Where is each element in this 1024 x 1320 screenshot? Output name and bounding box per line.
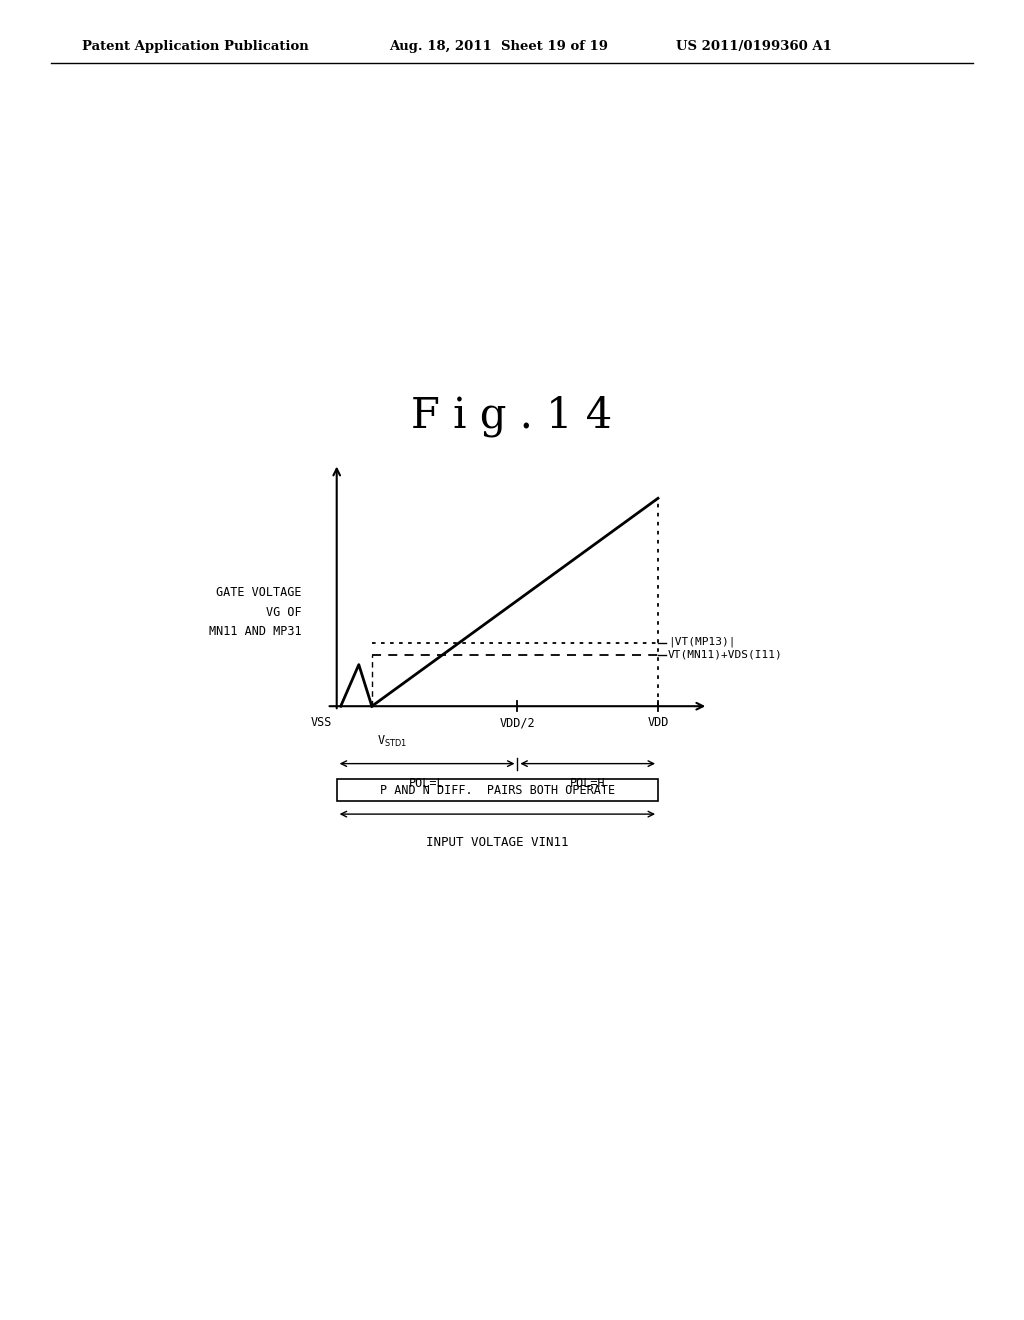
Text: VG OF: VG OF bbox=[266, 606, 302, 619]
Text: |VT(MP13)|: |VT(MP13)| bbox=[668, 636, 735, 647]
Text: P AND N DIFF.  PAIRS BOTH OPERATE: P AND N DIFF. PAIRS BOTH OPERATE bbox=[380, 784, 614, 797]
Text: GATE VOLTAGE: GATE VOLTAGE bbox=[216, 586, 302, 599]
Text: INPUT VOLTAGE VIN11: INPUT VOLTAGE VIN11 bbox=[426, 837, 568, 849]
Text: POL=L: POL=L bbox=[410, 777, 444, 791]
Text: MN11 AND MP31: MN11 AND MP31 bbox=[209, 626, 302, 639]
Text: VSS: VSS bbox=[310, 715, 332, 729]
Text: V$_{\rm STD1}$: V$_{\rm STD1}$ bbox=[377, 734, 408, 748]
Bar bbox=[337, 779, 658, 801]
Text: Aug. 18, 2011  Sheet 19 of 19: Aug. 18, 2011 Sheet 19 of 19 bbox=[389, 40, 608, 53]
Text: F i g . 1 4: F i g . 1 4 bbox=[412, 395, 612, 437]
Text: US 2011/0199360 A1: US 2011/0199360 A1 bbox=[676, 40, 831, 53]
Text: Patent Application Publication: Patent Application Publication bbox=[82, 40, 308, 53]
Text: VT(MN11)+VDS(I11): VT(MN11)+VDS(I11) bbox=[668, 649, 782, 660]
Text: VDD: VDD bbox=[647, 715, 669, 729]
Text: VDD/2: VDD/2 bbox=[500, 715, 536, 729]
Text: POL=H: POL=H bbox=[570, 777, 605, 791]
